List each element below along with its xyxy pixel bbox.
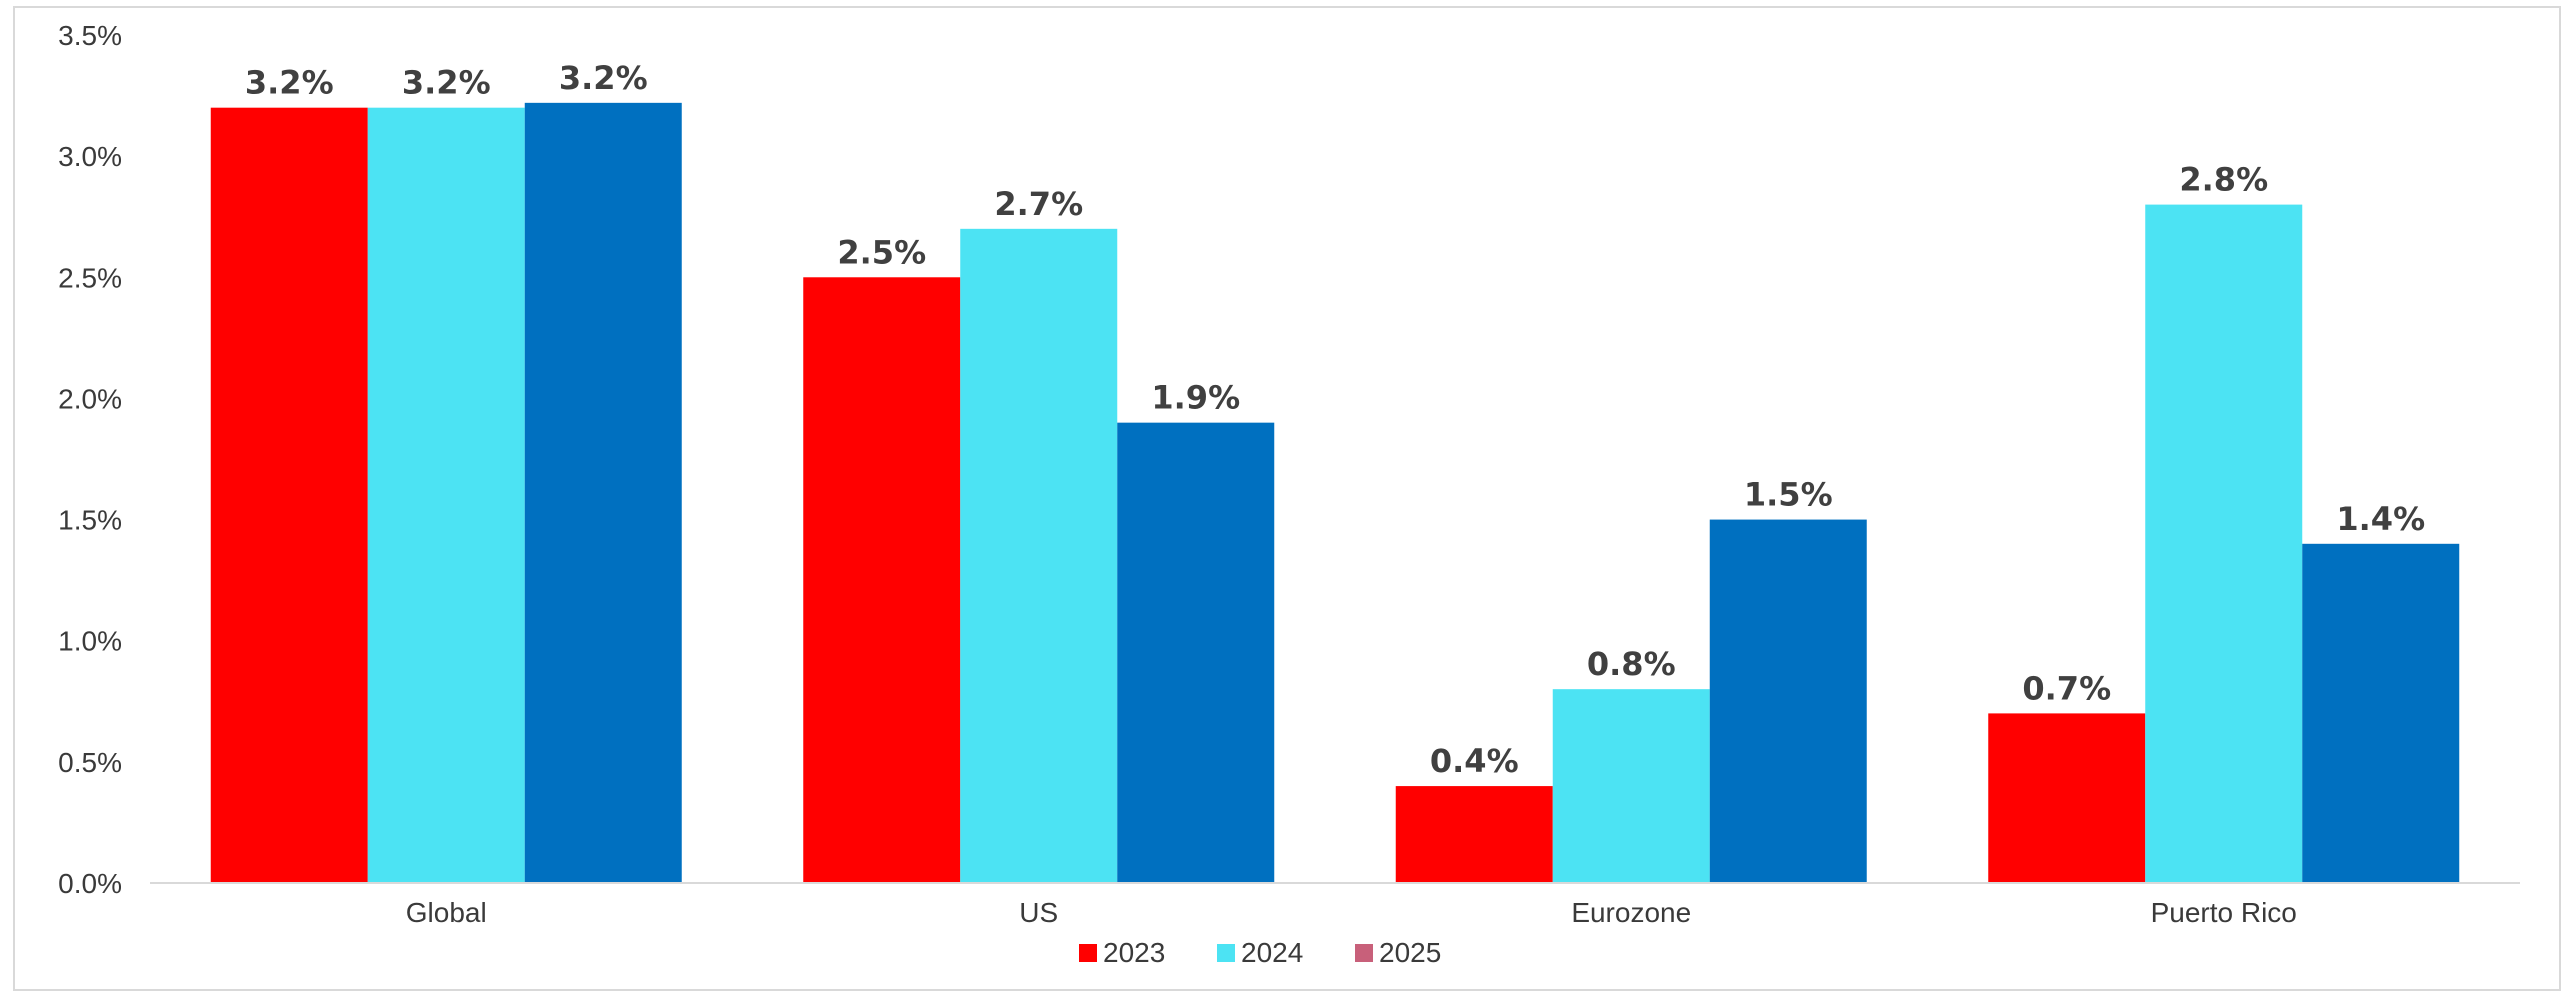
x-axis: Global US Eurozone Puerto Rico: [406, 897, 2297, 928]
bar-2023-eurozone: [1395, 786, 1553, 883]
bar-2025-puerto-rico: [2302, 543, 2460, 883]
data-label: 1.4%: [2336, 500, 2425, 538]
bar-2024-eurozone: [1552, 689, 1710, 883]
legend: 2023 2024 2025: [1079, 937, 1441, 968]
y-tick-label: 1.5%: [58, 505, 122, 536]
y-tick-label: 3.0%: [58, 141, 122, 172]
legend-swatch-2024: [1217, 944, 1235, 962]
data-label: 2.8%: [2179, 161, 2268, 199]
bar-2024-us: [960, 228, 1118, 884]
chart-border: [13, 6, 2561, 991]
bar-2025-eurozone: [1709, 519, 1867, 883]
data-label: 1.5%: [1744, 476, 1833, 514]
data-label: 0.7%: [2022, 669, 2111, 707]
y-axis: 0.0% 0.5% 1.0% 1.5% 2.0% 2.5% 3.0% 3.5%: [58, 20, 122, 899]
data-label: 2.7%: [994, 185, 1083, 223]
bar-2024-puerto-rico: [2145, 204, 2303, 884]
y-tick-label: 2.5%: [58, 262, 122, 293]
data-label: 3.2%: [402, 64, 491, 102]
data-label: 3.2%: [245, 64, 334, 102]
legend-label-2023: 2023: [1103, 937, 1165, 968]
bar-2023-us: [803, 277, 961, 883]
bar-2025-global: [524, 102, 682, 884]
x-tick-label: US: [1019, 897, 1058, 928]
x-tick-label: Eurozone: [1571, 897, 1691, 928]
data-labels: 3.2% 3.2% 3.2% 2.5% 2.7% 1.9% 0.4% 0.8% 1.5% 0.7%…: [245, 59, 2425, 780]
y-tick-label: 0.5%: [58, 747, 122, 778]
y-tick-label: 2.0%: [58, 383, 122, 414]
y-tick-label: 0.0%: [58, 868, 122, 899]
data-label: 0.4%: [1430, 742, 1519, 780]
bar-2024-global: [367, 107, 525, 883]
bar-2023-global: [210, 107, 368, 883]
legend-swatch-2025: [1355, 944, 1373, 962]
x-tick-label: Puerto Rico: [2151, 897, 2297, 928]
legend-label-2025: 2025: [1379, 937, 1441, 968]
legend-label-2024: 2024: [1241, 937, 1303, 968]
data-label: 1.9%: [1151, 379, 1240, 417]
bars: [210, 102, 2460, 884]
data-label: 0.8%: [1587, 645, 1676, 683]
data-label: 3.2%: [559, 59, 648, 97]
legend-swatch-2023: [1079, 944, 1097, 962]
y-tick-label: 3.5%: [58, 20, 122, 51]
x-tick-label: Global: [406, 897, 487, 928]
data-label: 2.5%: [837, 233, 926, 271]
y-tick-label: 1.0%: [58, 626, 122, 657]
bar-2023-puerto-rico: [1988, 713, 2146, 883]
bar-2025-us: [1117, 422, 1275, 883]
